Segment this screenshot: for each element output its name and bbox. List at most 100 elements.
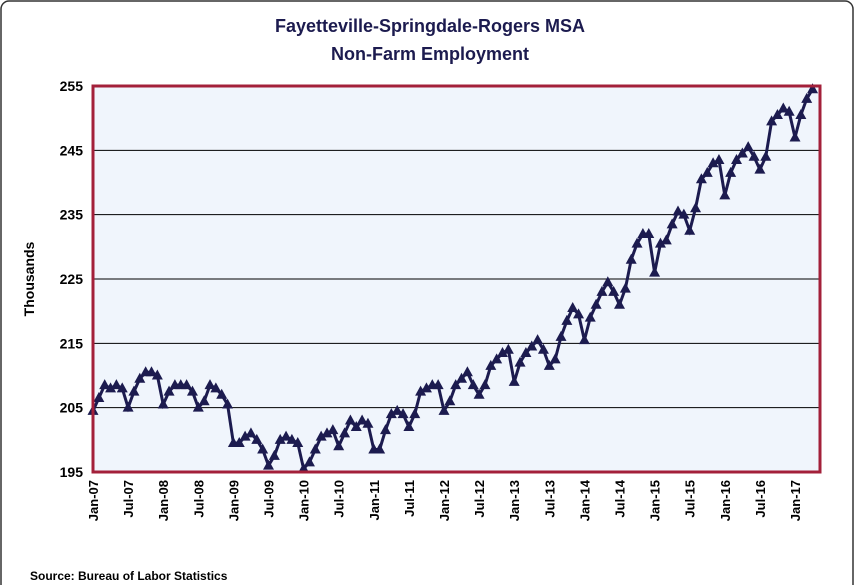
marker <box>374 443 386 454</box>
marker <box>339 427 351 438</box>
marker <box>573 308 585 319</box>
marker <box>222 398 234 409</box>
marker <box>549 353 561 364</box>
x-tick-label: Jan-09 <box>226 480 241 521</box>
marker <box>473 388 485 399</box>
marker <box>420 382 432 393</box>
marker <box>110 379 122 390</box>
marker <box>736 147 748 158</box>
marker <box>707 157 719 168</box>
marker <box>116 382 128 393</box>
marker <box>385 408 397 419</box>
x-tick-label: Jul-11 <box>402 480 417 517</box>
marker <box>807 83 819 94</box>
x-tick-label: Jul-16 <box>753 480 768 518</box>
marker <box>210 382 222 393</box>
marker <box>444 395 456 406</box>
marker <box>660 234 672 245</box>
marker <box>198 395 210 406</box>
title: Fayetteville-Springdale-Rogers MSA <box>275 16 585 36</box>
x-tick-label: Jan-17 <box>788 480 803 521</box>
marker <box>719 189 731 200</box>
marker <box>315 430 327 441</box>
marker <box>192 401 204 412</box>
marker <box>233 437 245 448</box>
marker <box>537 343 549 354</box>
y-tick-label: 225 <box>60 271 84 287</box>
marker <box>128 385 140 396</box>
marker <box>602 276 614 287</box>
marker <box>754 163 766 174</box>
marker <box>561 314 573 325</box>
marker <box>362 417 374 428</box>
marker <box>467 379 479 390</box>
x-tick-label: Jan-15 <box>648 480 663 521</box>
marker <box>344 414 356 425</box>
marker <box>397 408 409 419</box>
marker <box>783 105 795 116</box>
x-tick-label: Jan-16 <box>718 480 733 521</box>
x-tick-label: Jul-10 <box>332 480 347 518</box>
marker <box>257 443 269 454</box>
marker <box>614 298 625 309</box>
marker <box>134 372 146 383</box>
marker <box>672 205 684 216</box>
marker <box>684 224 696 235</box>
marker <box>157 398 169 409</box>
marker <box>567 301 579 312</box>
marker <box>309 443 321 454</box>
marker <box>649 266 661 277</box>
marker <box>748 150 760 161</box>
marker <box>432 379 444 390</box>
marker <box>298 462 310 473</box>
marker <box>327 424 339 435</box>
x-tick-label: Jul-12 <box>472 480 487 518</box>
marker <box>590 298 602 309</box>
marker <box>93 392 105 403</box>
marker <box>508 375 520 386</box>
x-tick-label: Jan-08 <box>156 480 171 521</box>
marker <box>678 208 690 219</box>
marker <box>380 424 391 435</box>
marker <box>415 385 427 396</box>
marker <box>795 108 807 119</box>
marker <box>280 430 292 441</box>
marker <box>789 131 801 142</box>
marker <box>105 382 117 393</box>
x-tick-label: Jan-12 <box>437 480 452 521</box>
marker <box>619 282 631 293</box>
marker <box>690 202 702 213</box>
marker <box>643 227 655 238</box>
marker <box>491 353 503 364</box>
y-tick-label: 195 <box>60 464 84 480</box>
marker <box>801 92 813 103</box>
marker <box>771 108 783 119</box>
marker <box>181 379 193 390</box>
marker <box>450 379 462 390</box>
y-tick-label: 235 <box>60 207 84 223</box>
x-tick-label: Jul-15 <box>683 480 698 518</box>
y-tick-label: 215 <box>60 335 84 351</box>
marker <box>625 253 637 264</box>
marker <box>654 237 666 248</box>
marker <box>766 115 778 126</box>
marker <box>760 150 772 161</box>
marker <box>151 369 163 380</box>
x-tick-label: Jan-07 <box>86 480 101 521</box>
marker <box>186 385 198 396</box>
marker <box>584 311 596 322</box>
marker <box>596 285 608 296</box>
x-tick-label: Jan-10 <box>297 480 312 521</box>
plot-border <box>91 84 822 474</box>
marker <box>666 218 678 229</box>
marker <box>514 356 526 367</box>
y-tick-label: 245 <box>60 142 84 158</box>
marker <box>356 414 368 425</box>
marker <box>204 379 216 390</box>
marker <box>543 359 555 370</box>
marker <box>321 427 333 438</box>
marker <box>286 433 298 444</box>
marker <box>725 166 737 177</box>
marker <box>497 346 508 357</box>
marker <box>701 166 713 177</box>
